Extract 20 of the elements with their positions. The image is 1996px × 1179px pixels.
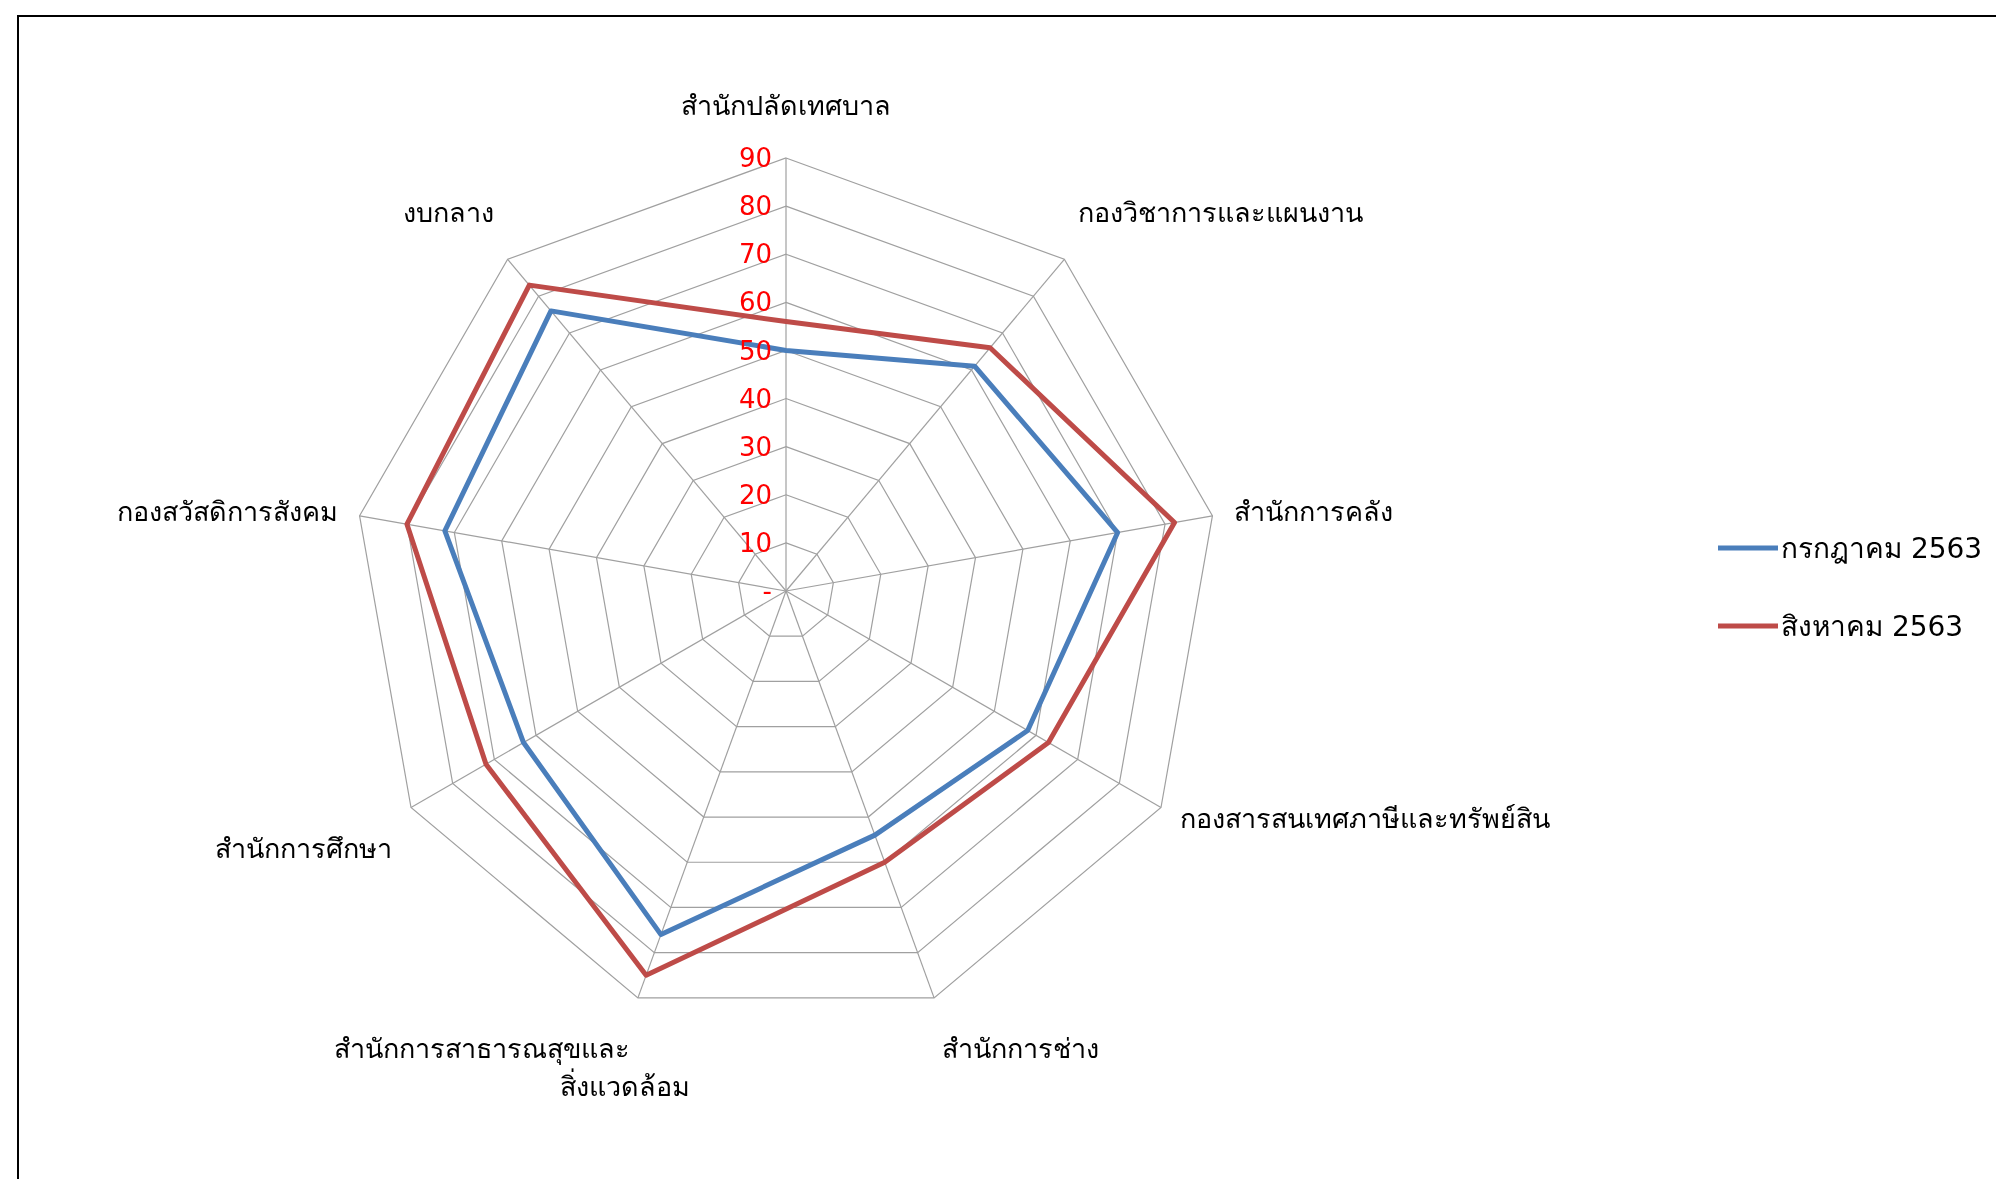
- spoke-label: สำนักการช่าง: [941, 1033, 1099, 1065]
- y-tick-label: 40: [738, 383, 772, 414]
- y-tick-label: 60: [738, 287, 772, 318]
- spoke-label: สำนักการคลัง: [1234, 496, 1394, 528]
- spoke-label: สำนักการสาธารณสุขและ สิ่งแวดล้อม: [334, 1033, 691, 1103]
- y-tick-label: 80: [738, 191, 772, 222]
- y-tick-label: -: [762, 576, 772, 607]
- spoke-label: กองวิชาการและแผนงาน: [1078, 196, 1364, 228]
- y-tick-label: 30: [738, 431, 772, 462]
- spoke-label: กองสารสนเทศภาษีและทรัพย์สิน: [1180, 802, 1551, 834]
- y-tick-label: 20: [738, 479, 772, 510]
- y-tick-label: 90: [738, 143, 772, 174]
- y-tick-label: 70: [738, 239, 772, 270]
- legend-label: สิงหาคม 2563: [1781, 609, 1964, 643]
- legend-label: กรกฎาคม 2563: [1781, 531, 1983, 565]
- spoke-label: กองสวัสดิการสังคม: [116, 496, 338, 528]
- spoke-label: สำนักการศึกษา: [214, 832, 392, 864]
- y-tick-label: 10: [738, 527, 772, 558]
- spoke-label: งบกลาง: [402, 196, 494, 228]
- spoke-label: สำนักปลัดเทศบาล: [681, 90, 891, 122]
